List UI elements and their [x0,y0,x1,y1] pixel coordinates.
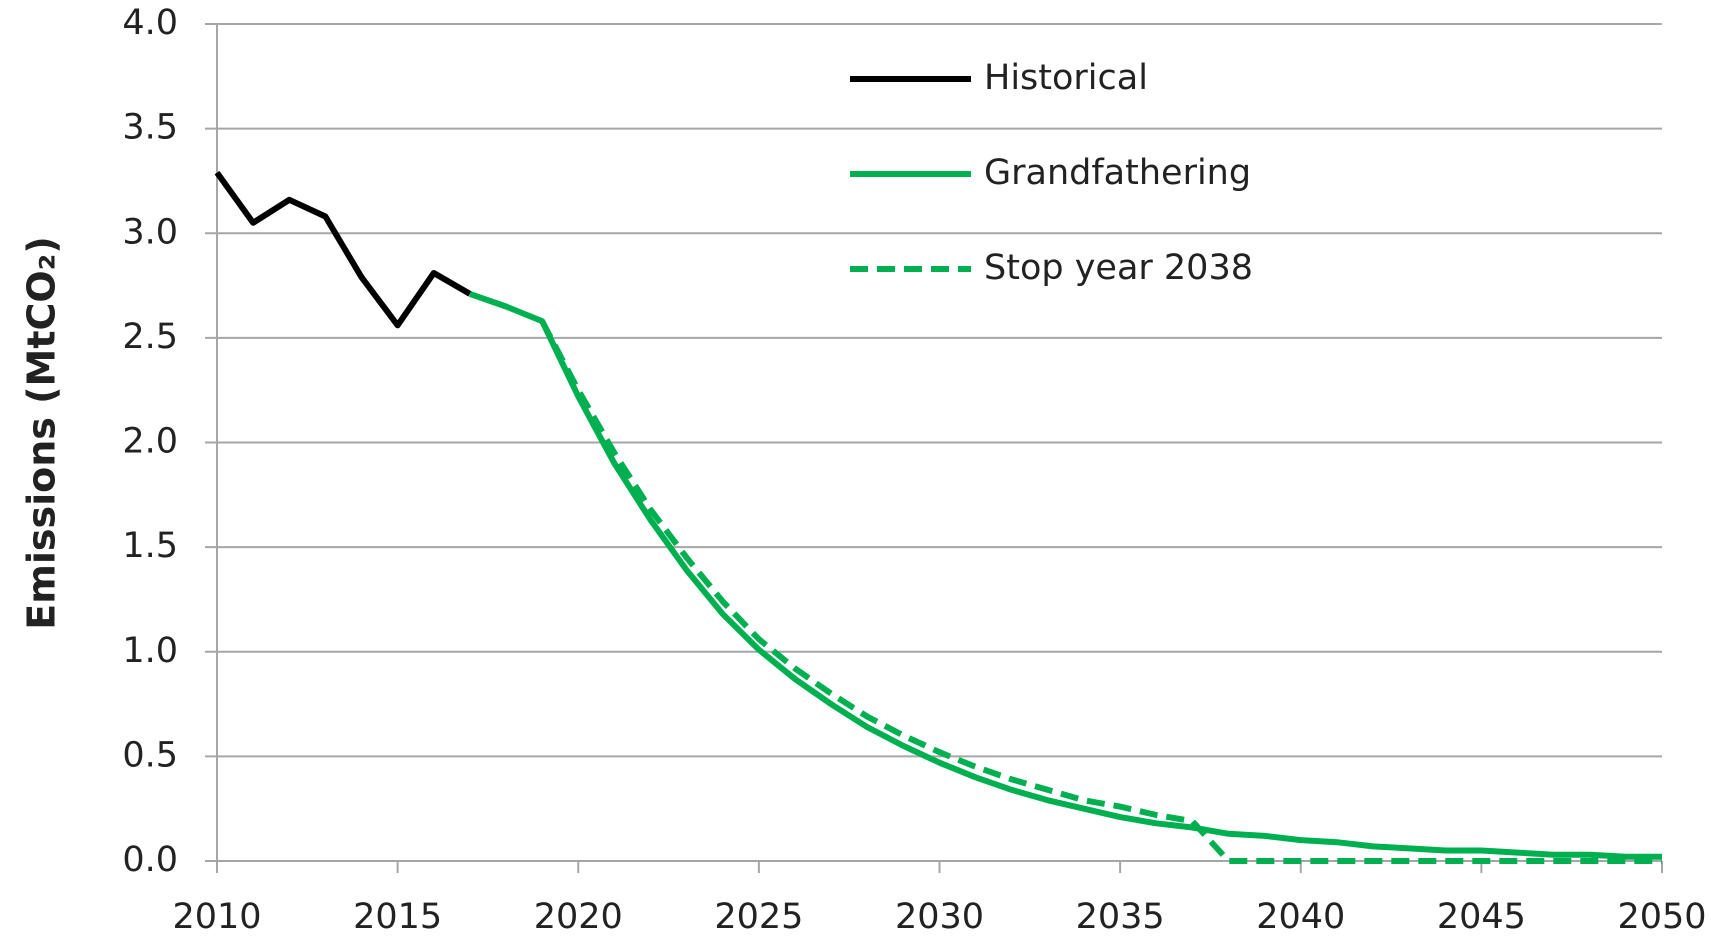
x-tick-label: 2050 [1617,897,1706,937]
legend-label: Historical [984,58,1148,98]
y-tick-label: 1.0 [122,631,178,671]
line-series [468,291,1662,860]
x-tick-label: 2030 [895,897,984,937]
y-tick-label: 2.5 [122,317,178,357]
x-tick-label: 2045 [1437,897,1526,937]
y-tick-label: 0.5 [122,735,178,775]
y-tick-label: 1.5 [122,526,178,566]
y-tick-label: 4.0 [122,3,178,43]
y-tick-label: 2.0 [122,422,178,462]
y-tick-label: 3.0 [122,212,178,252]
line-series [539,319,1662,864]
x-tick-label: 2010 [172,897,261,937]
legend-label: Grandfathering [984,153,1251,193]
x-tick-label: 2040 [1256,897,1345,937]
y-tick-label: 0.0 [122,840,178,880]
x-tick-label: 2025 [714,897,803,937]
x-tick-label: 2015 [353,897,442,937]
legend-label: Stop year 2038 [984,248,1253,288]
line-series [214,170,472,329]
y-axis-label: Emissions (MtCO₂) [20,236,64,629]
x-tick-label: 2035 [1076,897,1165,937]
x-tick-label: 2020 [534,897,623,937]
y-tick-label: 3.5 [122,108,178,148]
